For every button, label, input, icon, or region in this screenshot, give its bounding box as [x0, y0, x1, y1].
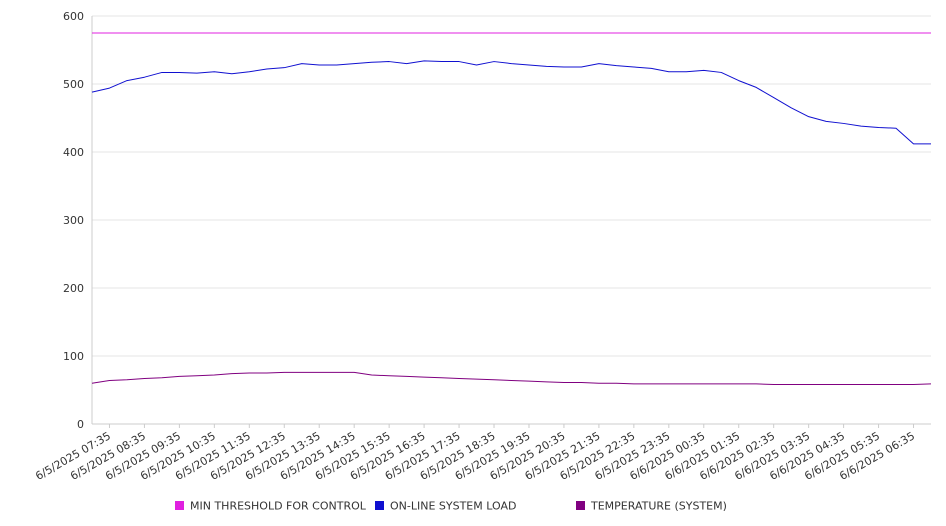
- y-tick-label: 600: [63, 10, 84, 23]
- legend-swatch: [576, 501, 585, 510]
- legend-label: ON-LINE SYSTEM LOAD: [390, 500, 516, 513]
- legend-item[interactable]: ON-LINE SYSTEM LOAD: [375, 500, 516, 513]
- legend-label: TEMPERATURE (SYSTEM): [590, 500, 727, 513]
- y-tick-label: 100: [63, 350, 84, 363]
- series-line-temperature-system: [91, 371, 932, 386]
- legend-item[interactable]: MIN THRESHOLD FOR CONTROL: [175, 500, 367, 513]
- y-tick-label: 0: [77, 418, 84, 431]
- y-tick-label: 300: [63, 214, 84, 227]
- y-tick-label: 500: [63, 78, 84, 91]
- y-tick-label: 400: [63, 146, 84, 159]
- legend-swatch: [175, 501, 184, 510]
- legend-item[interactable]: TEMPERATURE (SYSTEM): [576, 500, 727, 513]
- legend: MIN THRESHOLD FOR CONTROL ON-LINE SYSTEM …: [175, 500, 727, 513]
- grid-layer: [92, 15, 931, 425]
- series-line-on-line-system-load: [91, 60, 931, 145]
- y-tick-label: 200: [63, 282, 84, 295]
- legend-label: MIN THRESHOLD FOR CONTROL: [190, 500, 367, 513]
- series-layer: [91, 32, 932, 386]
- legend-swatch: [375, 501, 384, 510]
